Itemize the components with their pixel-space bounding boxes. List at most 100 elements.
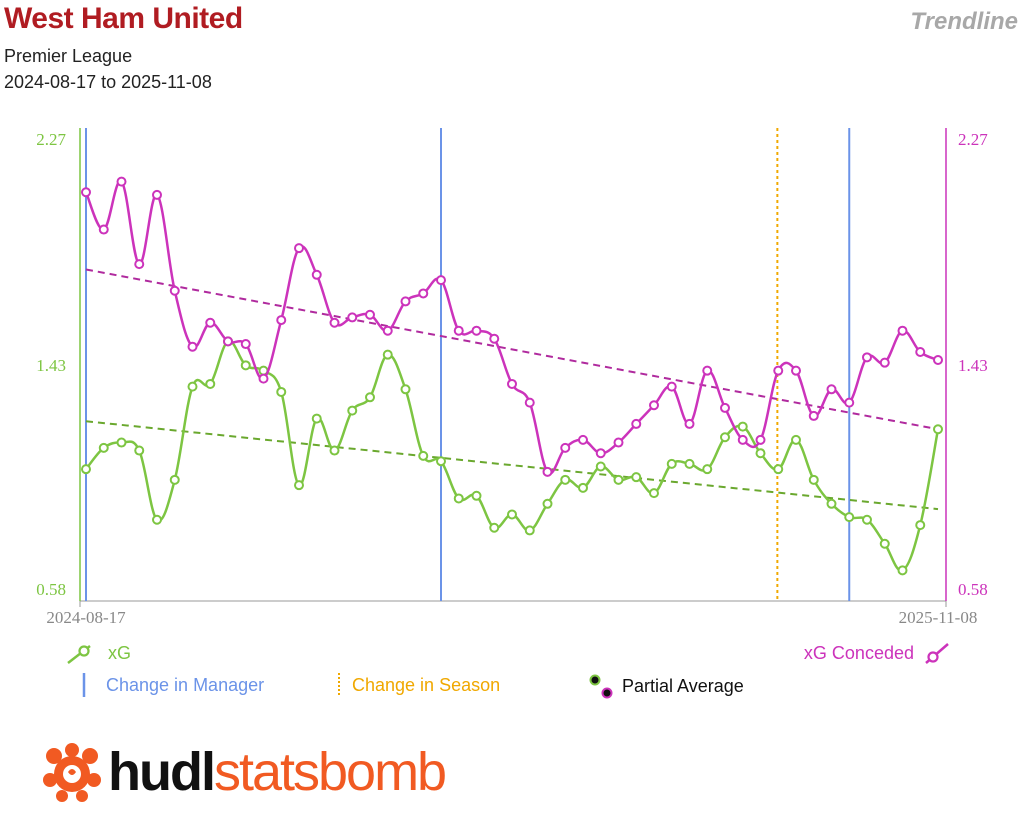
competition-label: Premier League xyxy=(4,46,133,66)
xg-conceded-trend-line xyxy=(85,268,939,431)
xg-trend-line xyxy=(85,420,939,511)
xg-point xyxy=(933,424,943,435)
xg-point xyxy=(791,434,801,445)
xg-point xyxy=(365,392,375,403)
legend-season: Change in Season xyxy=(334,672,500,698)
xg-point xyxy=(684,458,695,469)
trend-chart: 2.27 1.43 0.58 2.27 1.43 0.58 2024-08-17 2025-1… xyxy=(36,128,988,627)
xg-conceded-point xyxy=(613,437,624,448)
xg-conceded-point xyxy=(489,333,500,344)
xg-conceded-point xyxy=(116,176,127,187)
xg-point xyxy=(471,490,482,501)
xg-point xyxy=(542,498,553,509)
chart-type-tag: Trendline xyxy=(910,8,1018,35)
xg-point xyxy=(773,464,784,475)
xg-conceded-point xyxy=(595,448,606,459)
x-tick-label-start: 2024-08-17 xyxy=(46,608,126,627)
xg-conceded-point xyxy=(205,317,216,328)
right-tick-label: 2.27 xyxy=(958,130,988,149)
xg-conceded-point xyxy=(737,434,748,445)
ticks-group: 2.27 1.43 0.58 2.27 1.43 0.58 2024-08-17 2025-1… xyxy=(36,130,988,627)
xg-point xyxy=(116,437,127,448)
xg-conceded-point xyxy=(240,339,251,350)
xg-conceded-point xyxy=(560,442,571,453)
xg-point xyxy=(613,474,624,485)
xg-point xyxy=(347,405,358,416)
xg-conceded-point xyxy=(436,275,446,286)
events-group xyxy=(85,128,851,601)
legend-partial: Partial Average xyxy=(588,672,744,700)
left-tick-label: 0.58 xyxy=(36,580,66,599)
xg-line xyxy=(85,339,940,572)
xg-legend-icon xyxy=(67,645,91,664)
xg-conceded-point xyxy=(915,347,926,358)
xg-point xyxy=(915,520,926,531)
xg-conceded-point xyxy=(773,365,784,376)
series-group xyxy=(81,176,943,576)
xg-conceded-point xyxy=(826,384,837,395)
legend-partial-label: Partial Average xyxy=(622,675,744,696)
xg-conceded-line xyxy=(84,180,939,475)
xg-conceded-point xyxy=(311,269,322,280)
xg-point xyxy=(879,538,890,549)
xg-point xyxy=(294,480,304,491)
xg-point xyxy=(489,522,500,533)
manager-change-legend-icon xyxy=(82,673,86,697)
xg-point xyxy=(666,458,677,469)
xg-conceded-point xyxy=(666,381,677,392)
right-tick-label: 1.43 xyxy=(958,356,988,375)
page-title: West Ham United xyxy=(4,2,243,35)
xg-point xyxy=(169,474,180,485)
xg-conceded-point xyxy=(649,400,659,411)
xg-point xyxy=(436,456,446,467)
xg-point xyxy=(276,386,287,397)
xg-conceded-point xyxy=(631,418,642,429)
xg-conceded-point xyxy=(933,355,943,366)
date-range-label: 2024-08-17 to 2025-11-08 xyxy=(4,72,212,92)
xg-conceded-point xyxy=(382,325,393,336)
xg-point xyxy=(737,421,748,432)
statsbomb-logo-icon xyxy=(43,743,101,802)
xg-conceded-point xyxy=(276,315,287,326)
xg-conceded-point xyxy=(294,243,304,254)
xg-point xyxy=(844,512,855,523)
xg-point xyxy=(578,482,588,493)
left-tick-label: 2.27 xyxy=(36,130,66,149)
xg-point xyxy=(524,525,535,536)
legend-xg-conceded: xG Conceded xyxy=(804,640,952,666)
xg-conceded-legend-icon xyxy=(925,643,949,664)
season-change-legend-icon xyxy=(338,673,340,697)
xg-point xyxy=(808,474,819,485)
xg-conceded-point xyxy=(862,352,872,363)
xg-conceded-point xyxy=(453,325,464,336)
hudl-statsbomb-logo: hudl statsbomb xyxy=(40,740,447,804)
xg-conceded-point xyxy=(791,365,801,376)
xg-conceded-point xyxy=(347,312,358,323)
xg-point xyxy=(560,474,571,485)
trends-group xyxy=(85,268,939,511)
xg-conceded-point xyxy=(169,285,180,296)
xg-point xyxy=(631,472,642,483)
xg-point xyxy=(134,445,145,456)
xg-point xyxy=(862,514,872,525)
legend-xg-label: xG xyxy=(108,642,132,663)
xg-point xyxy=(702,464,713,475)
xg-conceded-point xyxy=(81,187,91,198)
logo-text-hudl: hudl xyxy=(108,742,216,802)
xg-point xyxy=(382,349,393,360)
xg-point xyxy=(311,413,322,424)
xg-point xyxy=(205,378,216,389)
xg-conceded-point xyxy=(400,296,411,307)
xg-point xyxy=(400,384,411,395)
xg-conceded-point xyxy=(897,325,908,336)
xg-conceded-point xyxy=(720,402,730,413)
xg-conceded-point xyxy=(258,373,269,384)
xg-conceded-point xyxy=(542,466,553,477)
left-tick-label: 1.43 xyxy=(36,356,66,375)
right-tick-label: 0.58 xyxy=(958,580,988,599)
xg-conceded-point xyxy=(507,378,517,389)
xg-conceded-point xyxy=(755,434,766,445)
xg-point xyxy=(329,445,340,456)
xg-point xyxy=(240,360,251,371)
xg-point xyxy=(81,464,91,475)
